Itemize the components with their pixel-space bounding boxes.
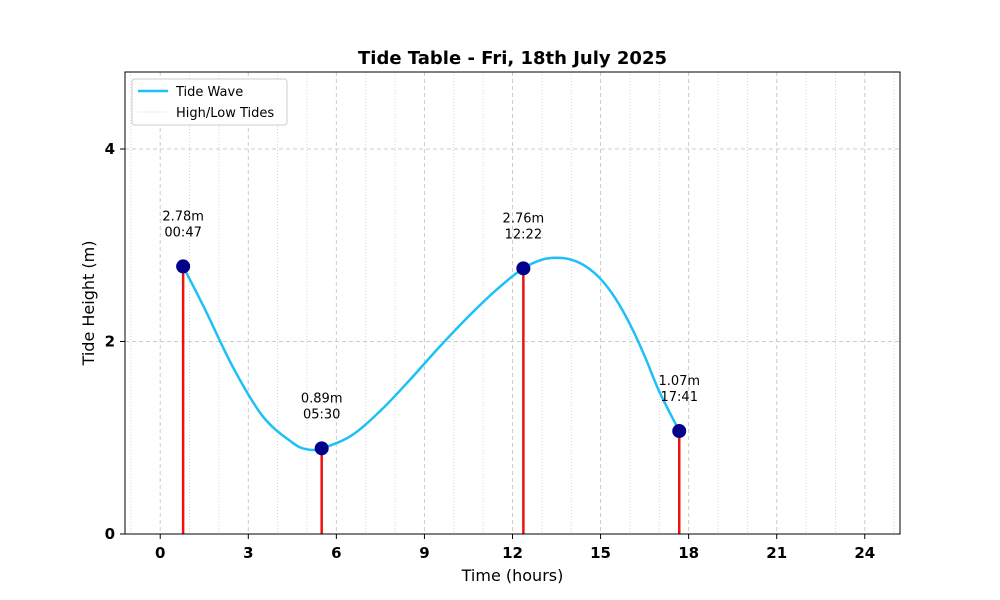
tide-marker [314,441,329,456]
x-tick-label: 18 [678,544,699,562]
x-tick-label: 6 [331,544,341,562]
legend-label-tide-wave: Tide Wave [175,85,243,100]
tide-height-label: 1.07m [658,374,700,389]
tide-time-label: 17:41 [661,390,698,405]
tide-marker [672,424,687,439]
tide-stems [181,266,681,534]
x-tick-label: 9 [419,544,429,562]
x-tick-label: 24 [854,544,875,562]
tide-marker [176,259,191,274]
x-tick-label: 12 [502,544,523,562]
tide-time-label: 05:30 [303,407,340,422]
x-tick-label: 21 [766,544,787,562]
tide-height-label: 0.89m [301,391,343,406]
chart-title: Tide Table - Fri, 18th July 2025 [358,48,667,69]
tide-height-label: 2.78m [162,209,204,224]
grid [125,72,900,535]
legend-label-high-low-tides: High/Low Tides [176,106,274,121]
y-axis-label: Tide Height (m) [79,241,98,367]
x-tick-label: 3 [243,544,253,562]
legend: Tide Wave High/Low Tides [131,78,288,126]
y-tick-label: 2 [105,333,115,351]
tide-wave-layer [182,256,681,452]
y-tick-label: 0 [105,525,115,543]
legend-box [131,78,288,126]
x-axis-label: Time (hours) [461,566,564,585]
tide-height-label: 2.76m [503,211,545,226]
y-tick-label: 4 [105,140,115,158]
x-tick-label: 0 [155,544,165,562]
tide-markers [176,259,687,456]
tide-wave-line [182,256,681,452]
tide-marker [516,261,531,276]
x-tick-label: 15 [590,544,611,562]
tide-time-label: 12:22 [505,227,542,242]
tide-time-label: 00:47 [164,225,201,240]
